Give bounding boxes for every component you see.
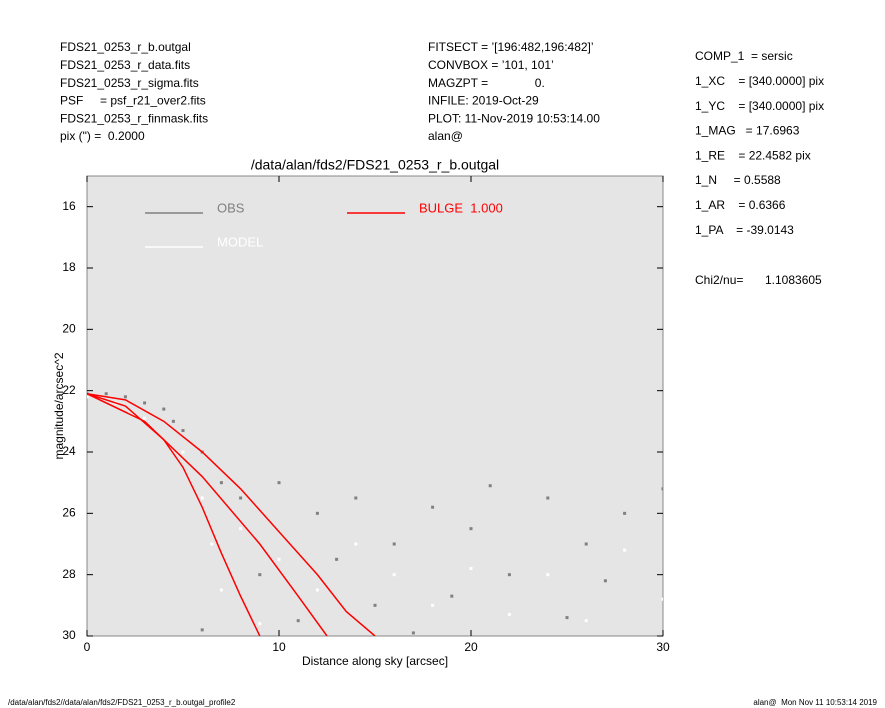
- x-tick-label: 20: [464, 640, 478, 654]
- data-point: [354, 496, 358, 500]
- info-text: CONVBOX = ’101, 101’: [428, 58, 554, 72]
- data-point: [507, 613, 511, 617]
- data-point: [661, 487, 663, 491]
- y-tick-label: 16: [62, 199, 76, 213]
- data-point: [200, 628, 204, 632]
- data-point: [507, 573, 511, 577]
- data-point: [584, 619, 588, 623]
- info-text: FDS21_0253_r_sigma.fits: [60, 76, 199, 90]
- legend-label: BULGE 1.000: [419, 200, 503, 215]
- y-tick-label: 24: [62, 444, 76, 458]
- y-tick-label: 26: [62, 506, 76, 520]
- plot-area: [86, 175, 664, 637]
- data-point: [239, 527, 243, 531]
- data-point: [335, 557, 339, 561]
- chi2-value: 1.1083605: [765, 273, 822, 287]
- info-text: PLOT: 11-Nov-2019 10:53:14.00: [428, 111, 600, 125]
- data-point: [239, 496, 243, 500]
- data-point: [219, 588, 223, 592]
- param-text: 1_N = 0.5588: [695, 173, 781, 187]
- data-point: [277, 481, 281, 485]
- data-point: [431, 505, 435, 509]
- x-tick-label: 30: [656, 640, 670, 654]
- data-point: [210, 542, 214, 546]
- chi2-label: Chi2/nu=: [695, 273, 743, 287]
- data-point: [546, 573, 550, 577]
- info-text: alan@: [428, 129, 463, 143]
- y-tick-label: 22: [62, 383, 76, 397]
- param-text: 1_PA = -39.0143: [695, 223, 794, 237]
- data-point: [258, 622, 262, 626]
- chart-title: /data/alan/fds2/FDS21_0253_r_b.outgal: [251, 157, 499, 173]
- data-point: [87, 395, 89, 399]
- footer-path: /data/alan/fds2//data/alan/fds2/FDS21_02…: [8, 698, 236, 707]
- data-point: [219, 481, 223, 485]
- data-point: [162, 407, 166, 411]
- data-point: [171, 419, 175, 423]
- y-tick-label: 28: [62, 567, 76, 581]
- data-point: [623, 511, 627, 515]
- param-text: 1_MAG = 17.6963: [695, 124, 800, 138]
- info-text: FDS21_0253_r_finmask.fits: [60, 111, 208, 125]
- data-point: [181, 450, 185, 454]
- x-axis-label: Distance along sky [arcsec]: [302, 654, 448, 668]
- x-tick-label: 0: [84, 640, 91, 654]
- param-text: 1_AR = 0.6366: [695, 198, 786, 212]
- data-point: [469, 567, 473, 571]
- data-point: [258, 573, 262, 577]
- y-tick-label: 20: [62, 322, 76, 336]
- data-point: [565, 616, 569, 620]
- info-text: FDS21_0253_r_b.outgal: [60, 40, 191, 54]
- data-point: [143, 401, 147, 405]
- data-point: [603, 579, 607, 583]
- y-tick-label: 18: [62, 260, 76, 274]
- data-point: [392, 573, 396, 577]
- data-point: [546, 496, 550, 500]
- data-point: [623, 548, 627, 552]
- data-point: [296, 619, 300, 623]
- info-text: INFILE: 2019-Oct-29: [428, 94, 539, 108]
- data-point: [450, 594, 454, 598]
- param-text: COMP_1 = sersic: [695, 49, 793, 63]
- data-point: [661, 597, 663, 601]
- param-text: 1_XC = [340.0000] pix: [695, 74, 824, 88]
- profile-line: [87, 393, 328, 636]
- data-point: [354, 542, 358, 546]
- data-point: [373, 603, 377, 607]
- param-text: 1_YC = [340.0000] pix: [695, 99, 824, 113]
- legend-label: MODEL: [217, 234, 263, 249]
- data-point: [104, 392, 108, 396]
- data-point: [277, 557, 281, 561]
- data-point: [315, 588, 319, 592]
- footer-date: alan@ Mon Nov 11 10:53:14 2019: [753, 698, 877, 707]
- profile-line: [87, 393, 261, 636]
- info-text: FDS21_0253_r_data.fits: [60, 58, 190, 72]
- info-text: MAGZPT = 0.: [428, 76, 545, 90]
- data-point: [123, 395, 127, 399]
- param-text: 1_RE = 22.4582 pix: [695, 148, 811, 162]
- x-tick-label: 10: [272, 640, 286, 654]
- data-point: [392, 542, 396, 546]
- data-point: [469, 527, 473, 531]
- info-text: PSF = psf_r21_over2.fits: [60, 94, 206, 108]
- info-text: pix (") = 0.2000: [60, 129, 145, 143]
- profile-line: [87, 392, 376, 636]
- plot-marks: [87, 392, 663, 636]
- data-point: [200, 496, 204, 500]
- data-point: [411, 631, 415, 635]
- data-point: [181, 429, 185, 433]
- y-tick-label: 30: [62, 628, 76, 642]
- data-point: [584, 542, 588, 546]
- data-point: [488, 484, 492, 488]
- info-text: FITSECT = ’[196:482,196:482]’: [428, 40, 594, 54]
- legend-label: OBS: [217, 200, 245, 215]
- y-axis-label: magnitude/arcsec^2: [52, 352, 66, 459]
- data-point: [315, 511, 319, 515]
- data-point: [143, 416, 147, 420]
- data-point: [431, 603, 435, 607]
